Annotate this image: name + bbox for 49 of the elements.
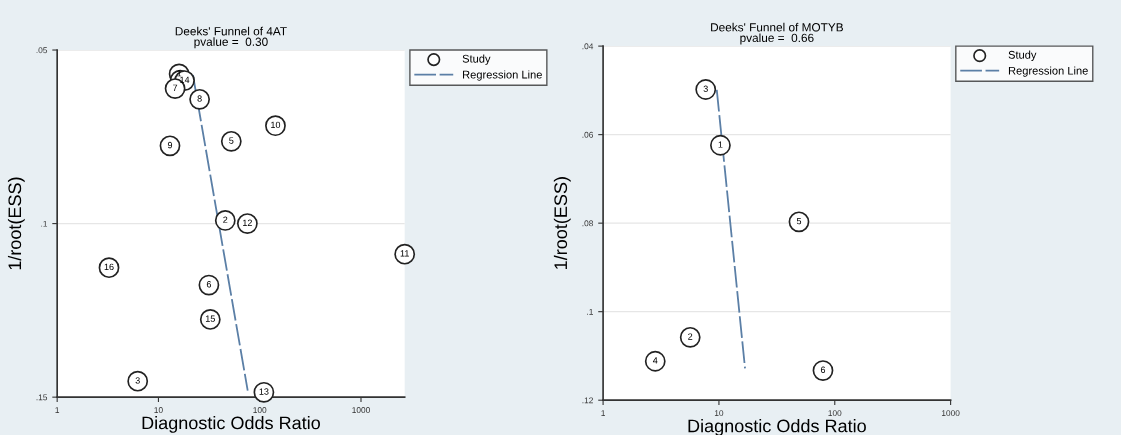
x-tick-label: 1000 [941,410,960,417]
annotation: 2 [688,333,693,340]
y-tick-label: .12 [582,397,593,404]
annotation: 6 [206,281,212,288]
annotation: 5 [229,137,234,144]
chart-title: Deeks' Funnel of MOTYB [711,22,843,32]
annotation: 5 [796,217,802,225]
annotation: 13 [259,388,269,395]
y-tick-label: .08 [582,220,594,227]
legend-label: Regression Line [463,70,542,81]
annotation: 3 [135,377,140,384]
x-tick-label: 1000 [352,407,370,413]
x-tick-label: 100 [828,410,842,417]
annotation: 3 [703,85,708,92]
x-axis-title: Diagnostic Odds Ratio [142,416,320,433]
x-tick-label: 10 [154,407,163,413]
x-tick-label: 1 [601,410,606,416]
annotation: 8 [197,95,202,102]
y-tick-label: .06 [582,131,594,138]
y-axis-title: 1/root(ESS) [7,177,25,270]
legend-label: Study [462,54,491,65]
x-tick-label: 100 [253,407,267,413]
legend-label: Study [1008,50,1037,61]
annotation: 2 [223,216,228,223]
annotation: 9 [167,141,173,149]
y-tick-label: .1 [587,308,593,315]
annotation: 6 [820,366,826,373]
chart-subtitle: pvalue = 0.30 [194,37,268,49]
annotation: 16 [104,263,114,271]
y-tick-label: .05 [36,47,48,54]
x-axis-title: Diagnostic Odds Ratio [688,419,866,435]
annotation: 1 [177,70,182,77]
legend-label: Regression Line [1008,66,1088,77]
y-tick-label: .1 [41,220,48,227]
annotation: 15 [205,315,215,322]
annotation: 7 [173,84,178,91]
annotation: 12 [243,219,252,226]
x-tick-label: 1 [55,407,60,413]
annotation: 14 [180,76,190,83]
annotation: 4 [652,357,658,364]
y-tick-label: .04 [582,43,594,50]
y-axis-title: 1/root(ESS) [553,177,571,269]
chart-title: Deeks' Funnel of 4AT [175,26,287,36]
y-tick-label: .15 [36,394,48,401]
annotation: 10 [271,121,281,129]
annotation: 11 [400,250,409,257]
chart-subtitle: pvalue = 0.66 [740,33,814,45]
x-tick-label: 10 [714,410,724,417]
annotation: 1 [718,141,723,148]
